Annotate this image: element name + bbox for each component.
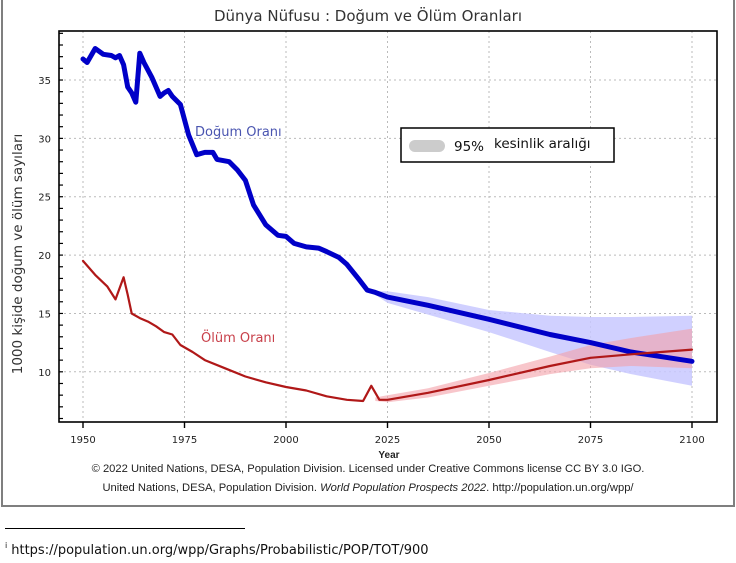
chart-title: Dünya Nüfusu : Doğum ve Ölüm Oranları: [214, 6, 522, 25]
series-lines: [80, 46, 695, 403]
legend-swatch: [409, 140, 445, 152]
y-axis-ticks: 10 15 20 25 30 35: [38, 32, 63, 420]
chart: Dünya Nüfusu : Doğum ve Ölüm Oranları 10…: [10, 6, 718, 494]
credit-line-2: United Nations, DESA, Population Divisio…: [102, 482, 634, 494]
legend-percent: 95%: [454, 139, 484, 155]
footnote-divider: [5, 528, 245, 529]
credit-line-2-suffix: . http://population.un.org/wpp/: [486, 482, 634, 494]
confidence-bands: [375, 291, 692, 403]
footnote: i https://population.un.org/wpp/Graphs/Pr…: [5, 541, 429, 558]
footnote-marker: i: [5, 541, 8, 550]
x-tick-label-1950: 1950: [70, 435, 95, 446]
footnote-link[interactable]: https://population.un.org/wpp/Graphs/Pro…: [11, 543, 429, 558]
death-rate-line: [81, 259, 694, 403]
x-tick-label-2100: 2100: [679, 435, 704, 446]
x-axis-label: Year: [378, 450, 399, 461]
x-tick-label-2000: 2000: [273, 435, 298, 446]
credit-line-2-prefix: United Nations, DESA, Population Divisio…: [102, 482, 320, 494]
credit-line-2-title: World Population Prospects 2022: [320, 482, 487, 494]
x-tick-label-2075: 2075: [578, 435, 603, 446]
legend: 95% kesinlik aralığı: [400, 127, 615, 163]
y-tick-label-10: 10: [38, 368, 51, 379]
credit-line-1: © 2022 United Nations, DESA, Population …: [92, 463, 645, 475]
birth-rate-line: [80, 46, 695, 364]
x-tick-label-1975: 1975: [172, 435, 197, 446]
y-tick-label-30: 30: [38, 134, 51, 145]
death-rate-label: Ölüm Oranı: [201, 329, 275, 346]
y-tick-label-20: 20: [38, 251, 51, 262]
x-tick-label-2050: 2050: [476, 435, 501, 446]
legend-label: kesinlik aralığı: [494, 136, 591, 152]
y-tick-label-35: 35: [38, 76, 51, 87]
y-axis-label: 1000 kişide doğum ve ölüm sayıları: [10, 134, 26, 375]
x-tick-label-2025: 2025: [375, 435, 400, 446]
y-tick-label-25: 25: [38, 193, 51, 204]
y-tick-label-15: 15: [38, 309, 51, 320]
birth-rate-label: Doğum Oranı: [195, 125, 282, 140]
x-axis-ticks: 1950 1975 2000 2025 2050 2075 2100: [70, 422, 705, 446]
